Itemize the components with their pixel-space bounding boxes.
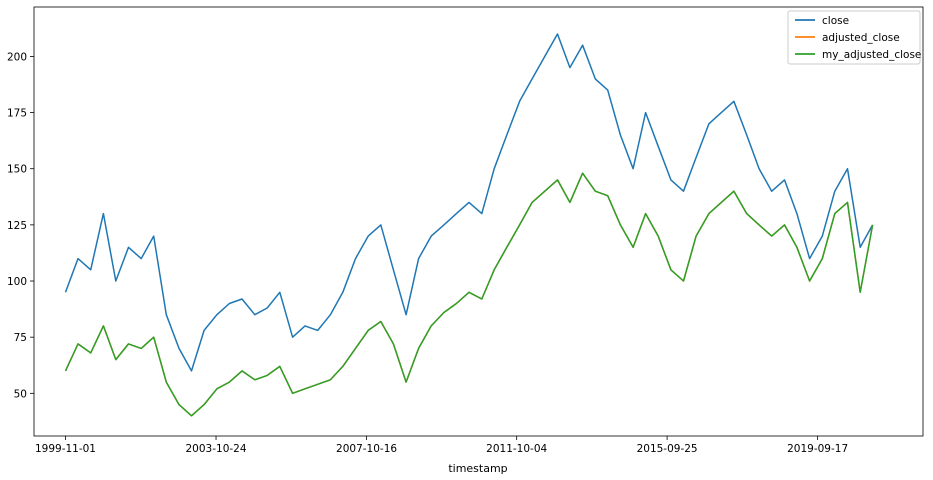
y-tick-label: 200 bbox=[7, 51, 27, 63]
y-tick-label: 75 bbox=[14, 332, 27, 344]
legend: close adjusted_close my_adjusted_close bbox=[787, 10, 921, 65]
x-axis: 1999-11-01 2003-10-24 2007-10-16 2011-10-04… bbox=[35, 436, 848, 455]
y-tick-label: 150 bbox=[7, 164, 27, 176]
y-tick-label: 125 bbox=[7, 220, 27, 232]
x-tick-label: 2003-10-24 bbox=[186, 443, 247, 455]
y-tick-label: 50 bbox=[14, 388, 27, 400]
y-axis: 50 75 100 125 150 175 200 bbox=[7, 51, 34, 400]
x-tick-label: 2019-09-17 bbox=[787, 443, 848, 455]
series-line-my-adjusted-close bbox=[64, 172, 874, 417]
y-tick-label: 175 bbox=[7, 108, 27, 120]
legend-label-close: close bbox=[822, 15, 849, 27]
series-line-close bbox=[64, 33, 874, 372]
series-layer bbox=[64, 33, 874, 417]
legend-label-my-adjusted-close: my_adjusted_close bbox=[822, 49, 921, 61]
x-tick-label: 2015-09-25 bbox=[637, 443, 698, 455]
x-tick-label: 2007-10-16 bbox=[336, 443, 397, 455]
legend-box bbox=[787, 10, 921, 65]
x-axis-label: timestamp bbox=[448, 462, 507, 475]
y-tick-label: 100 bbox=[7, 276, 27, 288]
x-tick-label: 2011-10-04 bbox=[486, 443, 547, 455]
plot-area bbox=[33, 6, 924, 437]
x-tick-label: 1999-11-01 bbox=[35, 443, 96, 455]
legend-label-adjusted-close: adjusted_close bbox=[822, 32, 900, 44]
